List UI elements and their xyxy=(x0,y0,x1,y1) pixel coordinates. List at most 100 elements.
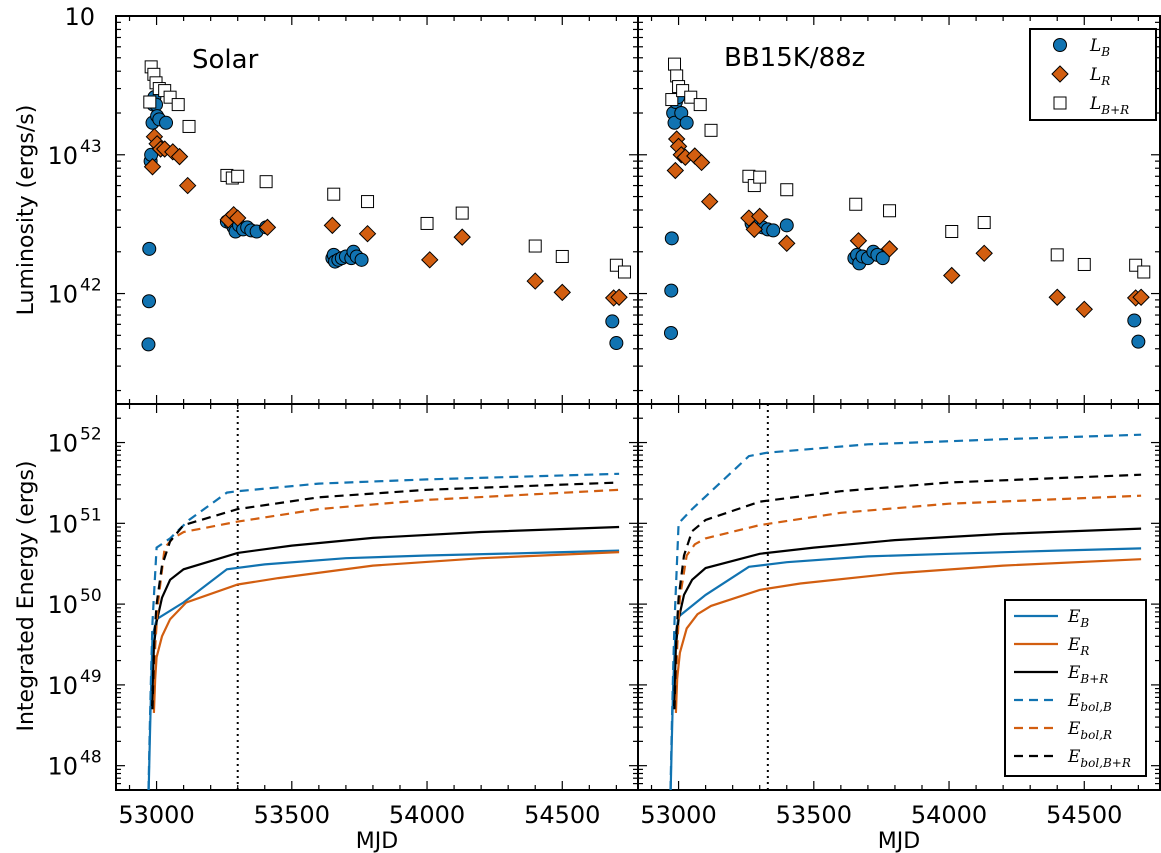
data-point xyxy=(528,239,542,253)
series-l-b xyxy=(663,90,1146,349)
data-point xyxy=(975,244,993,263)
data-point xyxy=(849,197,863,211)
tick-marks xyxy=(116,15,1160,791)
legend-marker xyxy=(1053,96,1067,110)
axes-frame-1-1 xyxy=(637,403,1161,791)
data-point xyxy=(753,170,767,184)
data-point xyxy=(945,224,959,238)
data-point xyxy=(1048,288,1066,306)
data-point xyxy=(553,283,571,302)
data-point xyxy=(526,272,544,290)
data-point xyxy=(745,220,764,239)
data-point xyxy=(259,175,273,189)
y-tick-label: 10 xyxy=(47,753,78,781)
x-tick-label: 53500 xyxy=(776,801,852,829)
legend-box xyxy=(1029,28,1157,121)
data-point xyxy=(665,93,679,107)
data-point xyxy=(692,153,711,172)
data-point xyxy=(609,336,624,351)
luminosity-panel-0 xyxy=(141,60,631,352)
data-point xyxy=(679,115,694,130)
data-point xyxy=(605,314,620,329)
series-line-e-bol-r xyxy=(152,488,620,710)
data-point xyxy=(182,119,196,133)
series-l-b-r xyxy=(665,57,1151,279)
x-tick-label: 54500 xyxy=(1046,801,1122,829)
data-point xyxy=(361,195,375,209)
data-point xyxy=(849,232,868,250)
data-point xyxy=(327,187,341,201)
data-point xyxy=(354,252,369,267)
data-point xyxy=(883,204,897,218)
data-point xyxy=(1050,248,1064,262)
data-point xyxy=(617,265,631,279)
y-axis-label-bottom: Integrated Energy (ergs) xyxy=(14,460,39,731)
x-tick-label: 53000 xyxy=(118,801,194,829)
energy-panel-0 xyxy=(147,472,620,790)
y-tick-exponent: 42 xyxy=(80,276,102,296)
series-line-e-bol-b-r xyxy=(673,473,1142,710)
x-tick-label: 54000 xyxy=(911,801,987,829)
data-point xyxy=(358,224,377,243)
axes-frame-1-0 xyxy=(115,403,639,791)
data-point xyxy=(610,288,628,306)
data-point xyxy=(170,147,189,166)
y-tick-exponent: 49 xyxy=(80,667,102,687)
panel-title-solar: Solar xyxy=(192,45,259,75)
data-point xyxy=(1131,334,1146,349)
x-tick-label: 53500 xyxy=(254,801,330,829)
legend-marker xyxy=(1053,38,1067,52)
data-point xyxy=(143,158,162,176)
y-axis-label-top: Luminosity (ergs/s) xyxy=(14,105,39,316)
y-tick-label: 10 xyxy=(64,3,95,31)
data-point xyxy=(664,231,679,246)
y-tick-exponent: 43 xyxy=(80,137,102,157)
data-point xyxy=(171,98,185,112)
series-l-b xyxy=(141,90,624,352)
data-point xyxy=(664,283,679,298)
luminosity-panel-1 xyxy=(663,57,1151,349)
data-point xyxy=(231,169,245,183)
data-point xyxy=(943,266,961,285)
data-point xyxy=(455,206,469,220)
data-point xyxy=(778,234,796,253)
y-tick-label: 10 xyxy=(47,430,78,458)
series-line-e-r xyxy=(152,551,620,713)
x-tick-label: 53000 xyxy=(640,801,716,829)
data-point xyxy=(143,95,157,109)
series-line-e-r xyxy=(674,558,1142,713)
data-point xyxy=(421,251,439,269)
y-tick-exponent: 52 xyxy=(80,425,102,445)
data-point xyxy=(875,251,890,266)
data-point xyxy=(1137,265,1151,279)
data-point xyxy=(1132,288,1150,306)
plot-data xyxy=(141,57,1151,790)
data-point xyxy=(258,218,277,237)
series-line-e-bol-b xyxy=(147,472,620,790)
data-point xyxy=(780,183,794,197)
data-point xyxy=(420,216,434,230)
data-point xyxy=(1077,257,1091,271)
data-point xyxy=(142,241,157,256)
series-line-e-b xyxy=(147,549,620,790)
y-tick-exponent: 48 xyxy=(80,748,102,768)
tick-labels: 53000 53500 54000 54500 53000 53500 54000 54500… xyxy=(47,3,1122,829)
data-point xyxy=(229,209,247,227)
data-point xyxy=(700,192,719,211)
data-point xyxy=(453,228,471,246)
data-point xyxy=(704,123,718,137)
data-point xyxy=(141,337,156,352)
y-tick-exponent: 50 xyxy=(80,586,102,606)
data-point xyxy=(668,57,682,71)
data-point xyxy=(555,249,569,263)
series-line-e-bol-b xyxy=(669,433,1142,790)
series-l-r xyxy=(666,130,1150,319)
y-tick-label: 10 xyxy=(47,672,78,700)
data-point xyxy=(751,207,769,226)
legend-marker xyxy=(1051,65,1069,83)
series-l-r xyxy=(143,127,628,307)
x-tick-label: 54000 xyxy=(389,801,465,829)
